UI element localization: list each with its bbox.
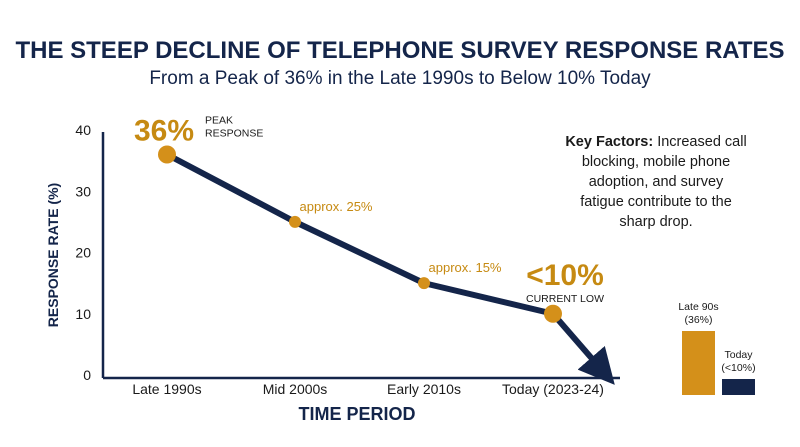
comparison-bar-label: (<10%) bbox=[721, 362, 755, 374]
comparison-bar-label: Today bbox=[724, 349, 753, 361]
x-tick-label: Early 2010s bbox=[387, 381, 461, 397]
chart-subtitle: From a Peak of 36% in the Late 1990s to … bbox=[149, 68, 651, 89]
data-point bbox=[544, 304, 562, 323]
x-axis-ticks: Late 1990s Mid 2000s Early 2010s Today (202… bbox=[132, 381, 604, 397]
key-factors-line-3: adoption, and survey bbox=[589, 174, 724, 190]
x-tick-label: Today (2023-24) bbox=[502, 381, 604, 397]
y-axis-ticks: 0 10 20 30 40 bbox=[75, 122, 91, 383]
comparison-bar-label: (36%) bbox=[684, 314, 712, 326]
key-factors-line-5: sharp drop. bbox=[619, 214, 692, 230]
key-factors-line-2: blocking, mobile phone bbox=[582, 154, 730, 170]
y-tick-label: 20 bbox=[75, 245, 91, 261]
x-tick-label: Mid 2000s bbox=[263, 381, 328, 397]
data-point bbox=[418, 277, 430, 290]
comparison-bars: Late 90s(36%) Today(<10%) bbox=[678, 301, 756, 395]
comparison-bar bbox=[722, 379, 755, 395]
annotation-caption: PEAK bbox=[205, 115, 233, 127]
chart-title: THE STEEP DECLINE OF TELEPHONE SURVEY RE… bbox=[15, 37, 784, 64]
key-factors-note: Key Factors: Increased call blocking, mo… bbox=[565, 134, 746, 230]
data-point bbox=[289, 215, 301, 228]
annotation-label: approx. 15% bbox=[429, 260, 502, 275]
key-factors-line-4: fatigue contribute to the bbox=[580, 194, 732, 210]
key-factors-label: Key Factors: bbox=[565, 134, 653, 150]
trend-arrow bbox=[550, 311, 615, 385]
comparison-bar-label: Late 90s bbox=[678, 301, 718, 313]
y-tick-label: 40 bbox=[75, 122, 91, 138]
y-tick-label: 10 bbox=[75, 306, 91, 322]
series-path bbox=[165, 151, 554, 317]
key-factors-line-1: Key Factors: Increased call bbox=[565, 134, 746, 150]
data-point bbox=[158, 145, 176, 164]
y-tick-label: 0 bbox=[83, 367, 91, 383]
comparison-bar bbox=[682, 331, 715, 395]
series-line bbox=[158, 145, 615, 385]
y-tick-label: 30 bbox=[75, 183, 91, 199]
key-factors-text-1: Increased call bbox=[653, 134, 747, 150]
annotation-caption: CURRENT LOW bbox=[526, 293, 604, 305]
y-axis-label: RESPONSE RATE (%) bbox=[45, 183, 61, 327]
x-tick-label: Late 1990s bbox=[132, 381, 201, 397]
annotation-big-value: <10% bbox=[526, 259, 604, 292]
annotation-big-value: 36% bbox=[134, 115, 194, 148]
annotation-label: approx. 25% bbox=[300, 199, 373, 214]
x-axis-label: TIME PERIOD bbox=[298, 404, 415, 424]
annotation-caption: RESPONSE bbox=[205, 128, 263, 140]
